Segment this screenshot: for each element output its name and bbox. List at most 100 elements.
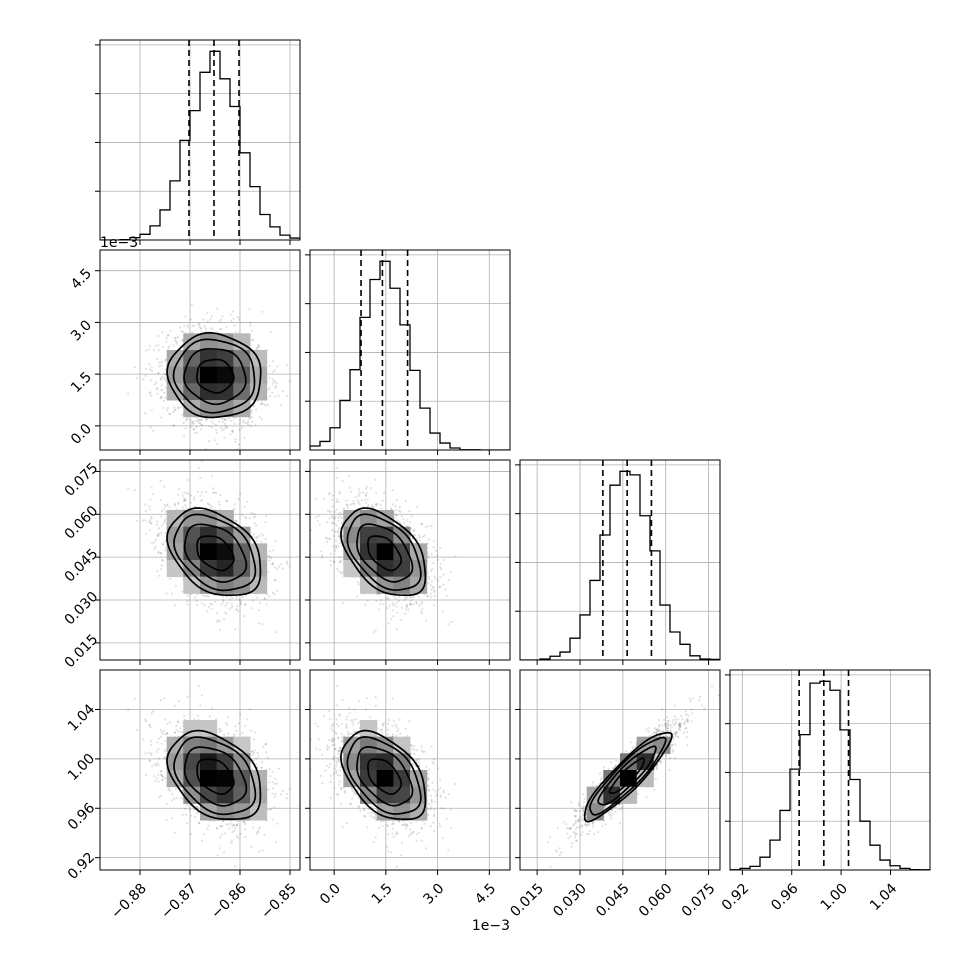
scatter-point — [253, 521, 256, 525]
scatter-point — [198, 418, 201, 421]
scatter-point — [193, 431, 196, 434]
scatter-point — [209, 602, 212, 605]
y-tick-label: 3.0 — [68, 317, 95, 344]
scatter-point — [215, 429, 218, 432]
scatter-point — [400, 514, 403, 518]
scatter-point — [144, 503, 147, 506]
scatter-point — [277, 394, 280, 397]
scatter-point — [382, 603, 385, 606]
density-cell — [233, 576, 251, 594]
scatter-point — [183, 499, 186, 503]
scatter-point — [218, 619, 221, 622]
scatter-point — [337, 545, 340, 548]
scatter-point — [274, 579, 277, 582]
scatter-point — [127, 487, 130, 490]
scatter-point — [200, 602, 204, 605]
scatter-point — [255, 536, 258, 539]
scatter-point — [271, 360, 275, 363]
scatter-point — [233, 503, 236, 506]
scatter-point — [260, 403, 263, 406]
scatter-point — [244, 603, 247, 607]
scatter-point — [267, 571, 270, 574]
scatter-point — [199, 327, 202, 330]
scatter-point — [260, 533, 263, 536]
scatter-point — [215, 491, 218, 494]
scatter-point — [154, 344, 157, 347]
scatter-point — [202, 318, 205, 321]
scatter-point — [207, 440, 211, 443]
scatter-point — [200, 330, 203, 333]
scatter-point — [412, 595, 415, 598]
scatter-point — [221, 429, 224, 432]
scatter-point — [207, 503, 210, 506]
scatter-point — [392, 615, 395, 618]
scatter-point — [200, 428, 203, 431]
scatter-point — [262, 534, 265, 537]
scatter-point — [324, 536, 327, 539]
y-tick-label: 4.5 — [68, 266, 95, 293]
scatter-point — [176, 335, 180, 338]
scatter-point — [360, 499, 363, 502]
scatter-point — [286, 395, 289, 398]
scatter-point — [271, 563, 274, 566]
scatter-point — [413, 534, 416, 537]
scatter-point — [271, 563, 274, 566]
scatter-point — [436, 554, 439, 557]
scatter-point — [177, 407, 180, 410]
scatter-point — [288, 565, 291, 568]
scatter-point — [409, 603, 412, 606]
scatter-point — [150, 366, 153, 369]
scatter-point — [200, 424, 203, 427]
scatter-point — [157, 527, 161, 530]
scatter-point — [191, 331, 194, 334]
scatter-point — [346, 506, 349, 509]
scatter-point — [205, 490, 208, 493]
scatter-point — [380, 599, 383, 602]
scatter-point — [177, 502, 180, 506]
scatter-point — [169, 577, 172, 580]
scatter-point — [204, 330, 207, 333]
scatter-point — [434, 549, 438, 552]
y-tick-label: 0.045 — [62, 546, 102, 586]
scatter-point — [246, 422, 249, 425]
scatter-point — [273, 566, 276, 569]
scatter-point — [195, 425, 198, 428]
scatter-point — [239, 603, 242, 606]
scatter-point — [248, 516, 251, 520]
scatter-point — [144, 510, 148, 513]
scatter-point — [232, 317, 235, 320]
scatter-point — [174, 584, 177, 588]
scatter-point — [226, 499, 229, 503]
scatter-point — [199, 476, 202, 480]
scatter-point — [148, 508, 151, 511]
scatter-point — [150, 486, 153, 489]
scatter-point — [233, 422, 236, 425]
scatter-point — [238, 598, 241, 601]
scatter-point — [337, 500, 340, 503]
scatter-point — [206, 312, 209, 315]
scatter-point — [345, 503, 348, 506]
scatter-point — [241, 426, 244, 429]
scatter-point — [183, 324, 186, 328]
scatter-point — [220, 417, 224, 420]
scatter-point — [155, 381, 158, 384]
scatter-point — [234, 628, 237, 631]
scatter-point — [276, 365, 279, 368]
scatter-point — [215, 431, 219, 434]
scatter-point — [402, 517, 405, 520]
scatter-point — [185, 491, 188, 494]
scatter-point — [260, 418, 263, 421]
scatter-point — [391, 602, 394, 605]
scatter-point — [405, 604, 408, 608]
scatter-point — [268, 595, 271, 598]
scatter-point — [251, 338, 254, 341]
scatter-point — [150, 517, 153, 520]
scatter-point — [274, 395, 277, 398]
scatter-point — [210, 607, 213, 610]
scatter-point — [156, 392, 159, 395]
scatter-point — [432, 540, 436, 543]
scatter-point — [395, 605, 398, 608]
scatter-point — [208, 425, 211, 428]
scatter-point — [196, 490, 200, 493]
